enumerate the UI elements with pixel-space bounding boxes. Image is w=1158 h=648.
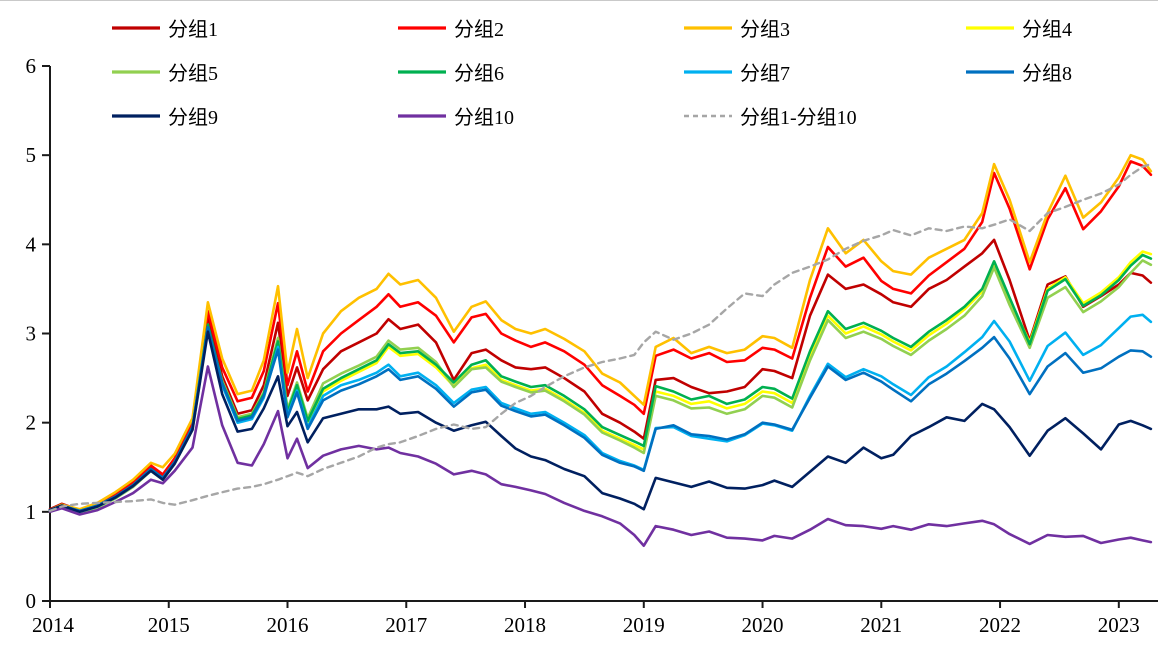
legend-item-group10: 分组10 (398, 106, 514, 129)
x-tick-label: 2017 (385, 613, 427, 637)
x-tick-label: 2020 (742, 613, 784, 637)
legend-item-group6: 分组6 (398, 62, 504, 85)
legend-item-group1: 分组1 (112, 18, 218, 41)
series-layer (48, 153, 1153, 548)
legend-item-group5: 分组5 (112, 62, 218, 85)
series-line-group3 (48, 153, 1153, 512)
legend-item-group1-minus-group10: 分组1-分组10 (684, 106, 857, 129)
legend-label-group2: 分组2 (454, 18, 504, 41)
series-line-group8 (48, 325, 1153, 513)
series-line-group10 (48, 365, 1153, 548)
series-line-group1-minus-group10 (48, 162, 1153, 513)
y-tick-label: 3 (26, 322, 37, 346)
y-tick-label: 5 (26, 143, 37, 167)
y-tick-label: 6 (26, 54, 37, 78)
legend-item-group4: 分组4 (966, 18, 1072, 41)
x-tick-label: 2014 (32, 613, 75, 637)
series-line-group5 (48, 259, 1153, 515)
legend-item-group3: 分组3 (684, 18, 790, 41)
legend-item-group9: 分组9 (112, 106, 218, 129)
x-tick-label: 2015 (148, 613, 190, 637)
x-tick-label: 2021 (860, 613, 902, 637)
legend-label-group9: 分组9 (168, 106, 218, 129)
x-tick-label: 2018 (504, 613, 546, 637)
series-line-group2 (48, 160, 1153, 512)
legend-item-group7: 分组7 (684, 62, 790, 85)
legend-label-group4: 分组4 (1022, 18, 1072, 41)
y-tick-label: 1 (26, 500, 37, 524)
x-tick-label: 2022 (979, 613, 1021, 637)
y-tick-label: 2 (26, 411, 37, 435)
legend-item-group2: 分组2 (398, 18, 504, 41)
legend-label-group1-minus-group10: 分组1-分组10 (740, 106, 857, 129)
legend-label-group6: 分组6 (454, 62, 504, 85)
series-line-group9 (48, 330, 1153, 514)
legend-item-group8: 分组8 (966, 62, 1072, 85)
legend-label-group5: 分组5 (168, 62, 218, 85)
y-tick-label: 0 (26, 589, 37, 613)
legend-label-group3: 分组3 (740, 18, 790, 41)
x-tick-label: 2016 (267, 613, 309, 637)
legend-label-group7: 分组7 (740, 62, 790, 85)
chart-legend: 分组1 分组2 分组3 分组4 分组5 分组6 分组7 分组8 分组9 分组10 分组1-分组10 (112, 18, 1072, 129)
legend-label-group1: 分组1 (168, 18, 218, 41)
x-tick-label: 2023 (1098, 613, 1140, 637)
legend-label-group8: 分组8 (1022, 62, 1072, 85)
series-line-group1 (48, 238, 1153, 512)
axes-layer: 0 1 2 3 4 5 6 2014 2015 2016 2017 2018 2019 2020 2021 2… (26, 54, 1158, 637)
legend-label-group10: 分组10 (454, 106, 514, 129)
y-tick-label: 4 (26, 232, 37, 256)
x-tick-label: 2019 (623, 613, 665, 637)
